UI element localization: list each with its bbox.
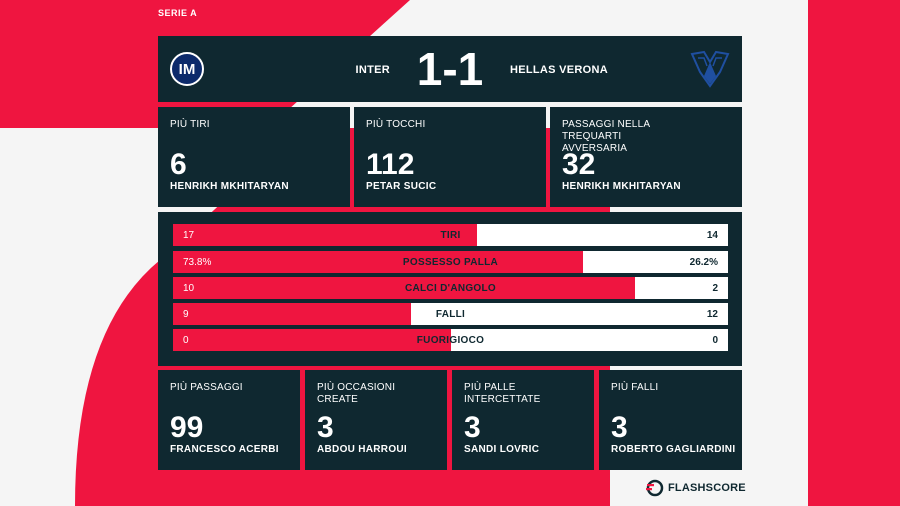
away-value: 26.2% [689, 257, 718, 268]
stat-label: FALLI [435, 309, 466, 320]
stat-row-possession: 73.8% POSSESSO PALLA 26.2% [173, 251, 728, 273]
stat-card-most-passes: PIÙ PASSAGGI 99 FRANCESCO ACERBI [158, 370, 300, 470]
home-bar-fill [173, 303, 412, 325]
stat-row-fouls: 9 FALLI 12 [173, 303, 728, 325]
home-team-name: INTER [355, 64, 390, 76]
stat-label: CALCI D'ANGOLO [404, 283, 497, 294]
card-title: PIÙ OCCASIONI CREATE [317, 382, 396, 405]
home-value: 73.8% [183, 257, 212, 268]
flashscore-logo: FLASHSCORE [646, 479, 746, 497]
home-value: 0 [183, 335, 189, 346]
card-player: HENRIKH MKHITARYAN [562, 181, 681, 192]
card-player: ABDOU HARROUI [317, 444, 408, 455]
home-value: 9 [183, 309, 189, 320]
stat-card-interceptions: PIÙ PALLE INTERCETTATE 3 SANDI LOVRIC [452, 370, 594, 470]
stat-label: POSSESSO PALLA [402, 257, 499, 268]
home-score: 1 [416, 43, 443, 95]
card-value: 99 [170, 411, 204, 444]
stat-card-chances-created: PIÙ OCCASIONI CREATE 3 ABDOU HARROUI [305, 370, 447, 470]
home-bar-fill [173, 224, 478, 246]
home-bar-fill [173, 251, 583, 273]
stat-label: FUORIGIOCO [416, 335, 485, 346]
card-title: PIÙ TOCCHI [366, 119, 426, 130]
card-title: PIÙ PALLE INTERCETTATE [464, 382, 541, 405]
stat-row-shots: 17 TIRI 14 [173, 224, 728, 246]
verona-crest-icon [690, 50, 730, 88]
card-value: 32 [562, 148, 596, 181]
stat-card-most-fouls: PIÙ FALLI 3 ROBERTO GAGLIARDINI [599, 370, 742, 470]
card-value: 112 [366, 148, 415, 181]
inter-crest-icon: IM [170, 52, 204, 86]
brand-name: FLASHSCORE [668, 482, 746, 494]
match-header: IM INTER 1-1 HELLAS VERONA [158, 36, 742, 102]
home-bar-fill [173, 277, 636, 299]
stat-row-corners: 10 CALCI D'ANGOLO 2 [173, 277, 728, 299]
stat-card-most-shots: PIÙ TIRI 6 HENRIKH MKHITARYAN [158, 107, 350, 207]
stats-comparison: 17 TIRI 14 73.8% POSSESSO PALLA 26.2% 10… [158, 212, 742, 366]
stat-label: TIRI [440, 230, 461, 241]
away-team-name: HELLAS VERONA [510, 64, 609, 76]
card-player: FRANCESCO ACERBI [170, 444, 279, 455]
away-value: 2 [712, 283, 718, 294]
score-separator: - [442, 43, 458, 95]
card-player: ROBERTO GAGLIARDINI [611, 444, 736, 455]
home-value: 17 [183, 230, 195, 241]
league-label: SERIE A [158, 8, 198, 18]
match-score: 1-1 [402, 46, 498, 92]
card-value: 6 [170, 148, 187, 181]
home-bar-fill [173, 329, 451, 351]
stat-card-most-touches: PIÙ TOCCHI 112 PETAR SUCIC [354, 107, 546, 207]
card-value: 3 [611, 411, 628, 444]
home-value: 10 [183, 283, 195, 294]
card-title: PASSAGGI NELLA TREQUARTI AVVERSARIA [562, 119, 650, 154]
stat-card-final-third-passes: PASSAGGI NELLA TREQUARTI AVVERSARIA 32 H… [550, 107, 742, 207]
stat-row-offsides: 0 FUORIGIOCO 0 [173, 329, 728, 351]
card-value: 3 [464, 411, 481, 444]
card-player: PETAR SUCIC [366, 181, 437, 192]
away-value: 0 [712, 335, 718, 346]
away-value: 14 [706, 230, 718, 241]
card-title: PIÙ PASSAGGI [170, 382, 243, 393]
away-value: 12 [706, 309, 718, 320]
card-player: SANDI LOVRIC [464, 444, 540, 455]
card-value: 3 [317, 411, 334, 444]
card-title: PIÙ TIRI [170, 119, 210, 130]
card-player: HENRIKH MKHITARYAN [170, 181, 289, 192]
away-score: 1 [457, 43, 484, 95]
card-title: PIÙ FALLI [611, 382, 659, 393]
flashscore-logo-icon [646, 479, 664, 497]
